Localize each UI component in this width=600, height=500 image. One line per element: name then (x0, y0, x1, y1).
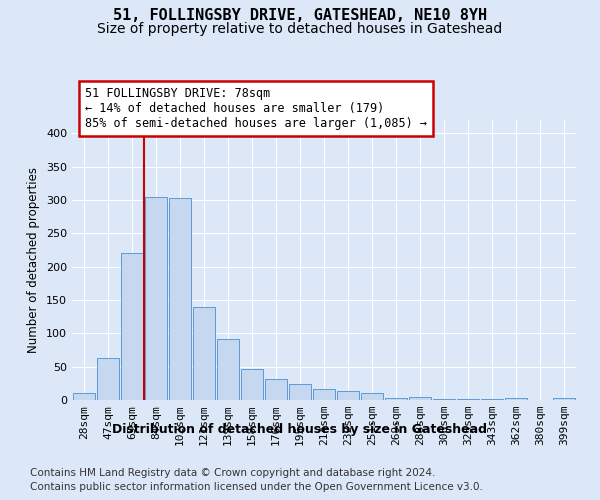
Bar (265, 380, 287, 400)
Bar (433, 398, 455, 400)
Bar (457, 398, 479, 400)
Bar (193, 308, 215, 400)
Bar (169, 198, 191, 400)
Text: Contains public sector information licensed under the Open Government Licence v3: Contains public sector information licen… (30, 482, 483, 492)
Text: Size of property relative to detached houses in Gateshead: Size of property relative to detached ho… (97, 22, 503, 36)
Bar (361, 392, 383, 400)
Bar (553, 398, 575, 400)
Text: 51, FOLLINGSBY DRIVE, GATESHEAD, NE10 8YH: 51, FOLLINGSBY DRIVE, GATESHEAD, NE10 8Y… (113, 8, 487, 22)
Y-axis label: Number of detached properties: Number of detached properties (28, 167, 40, 353)
Bar (97, 358, 119, 400)
Bar (121, 252, 143, 400)
Text: 51 FOLLINGSBY DRIVE: 78sqm
← 14% of detached houses are smaller (179)
85% of sem: 51 FOLLINGSBY DRIVE: 78sqm ← 14% of deta… (85, 87, 427, 130)
Bar (289, 384, 311, 400)
Bar (73, 394, 95, 400)
Bar (313, 390, 335, 400)
Bar (505, 398, 527, 400)
Text: Distribution of detached houses by size in Gateshead: Distribution of detached houses by size … (113, 422, 487, 436)
Bar (385, 398, 407, 400)
Bar (337, 390, 359, 400)
Bar (409, 396, 431, 400)
Bar (145, 196, 167, 400)
Bar (217, 340, 239, 400)
Bar (241, 370, 263, 400)
Text: Contains HM Land Registry data © Crown copyright and database right 2024.: Contains HM Land Registry data © Crown c… (30, 468, 436, 477)
